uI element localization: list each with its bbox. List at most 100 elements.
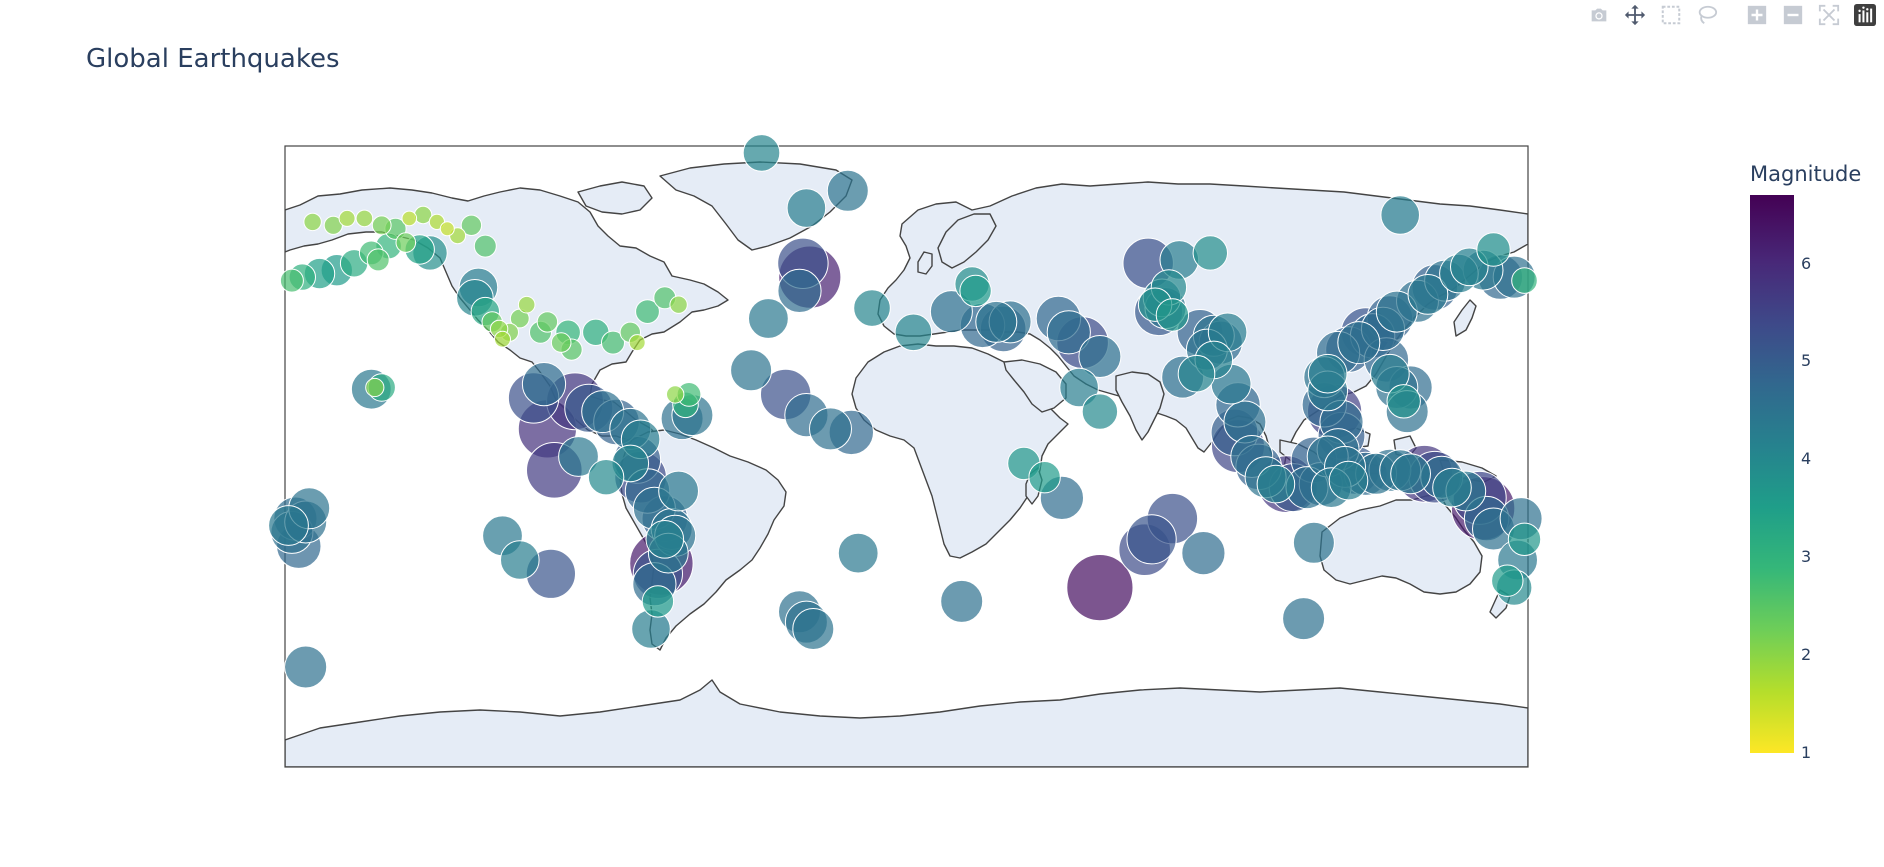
earthquake-point[interactable]	[587, 459, 625, 496]
earthquake-point[interactable]	[894, 313, 933, 352]
autoscale-icon[interactable]	[1816, 2, 1842, 28]
australia-land	[1319, 493, 1483, 595]
colorbar	[1750, 195, 1794, 753]
camera-icon[interactable]	[1586, 2, 1612, 28]
colorbar-tick-label: 6	[1801, 253, 1812, 273]
earthquake-point[interactable]	[439, 221, 455, 237]
india-land	[1115, 371, 1165, 441]
chart-title: Global Earthquakes	[86, 44, 340, 74]
antarctica-land	[285, 679, 1528, 767]
earthquake-point[interactable]	[550, 332, 572, 353]
earthquake-point[interactable]	[1407, 274, 1449, 315]
earthquake-point[interactable]	[628, 334, 646, 352]
earthquake-point[interactable]	[1507, 522, 1542, 556]
earthquake-point[interactable]	[940, 579, 984, 623]
earthquake-point[interactable]	[558, 436, 599, 477]
pan-icon[interactable]	[1622, 2, 1648, 28]
earthquake-point[interactable]	[959, 274, 992, 308]
earthquake-point[interactable]	[460, 214, 483, 237]
earthquake-point[interactable]	[1066, 554, 1134, 622]
earthquake-point[interactable]	[1432, 467, 1472, 508]
earthquake-point[interactable]	[809, 407, 852, 451]
earthquake-point[interactable]	[658, 470, 699, 512]
plotly-logo-icon[interactable]	[1852, 2, 1878, 28]
earthquake-point[interactable]	[401, 210, 418, 227]
earthquake-point[interactable]	[1307, 353, 1348, 394]
earthquake-point[interactable]	[748, 298, 789, 339]
earthquake-point[interactable]	[1476, 232, 1511, 267]
earthquake-point[interactable]	[500, 540, 540, 580]
earthquake-point[interactable]	[635, 299, 660, 325]
earthquake-point[interactable]	[338, 209, 356, 227]
colorbar-tick-label: 5	[1801, 351, 1812, 371]
earthquake-point[interactable]	[395, 232, 417, 253]
earthquake-point[interactable]	[1046, 310, 1091, 355]
earthquake-point[interactable]	[1386, 384, 1421, 419]
earthquake-point[interactable]	[1380, 195, 1420, 235]
earthquake-point[interactable]	[279, 268, 304, 293]
earthquake-point[interactable]	[284, 645, 328, 689]
earthquake-point[interactable]	[366, 248, 390, 272]
zoom-in-icon[interactable]	[1744, 2, 1770, 28]
earthquake-point[interactable]	[853, 289, 891, 327]
africa-land	[851, 343, 1069, 559]
earthquake-point[interactable]	[1511, 267, 1538, 294]
earthquake-point[interactable]	[1337, 321, 1381, 365]
earthquake-point[interactable]	[303, 212, 322, 232]
earthquake-point[interactable]	[355, 209, 374, 228]
earthquake-point[interactable]	[1059, 367, 1099, 408]
earthquake-point[interactable]	[837, 532, 879, 574]
earthquake-point[interactable]	[1181, 531, 1226, 576]
earthquake-point[interactable]	[536, 311, 559, 333]
earthquake-point[interactable]	[1282, 597, 1326, 641]
earthquake-point[interactable]	[1028, 461, 1061, 494]
earthquake-point[interactable]	[517, 295, 536, 314]
earthquake-point[interactable]	[1328, 460, 1369, 501]
earthquake-point[interactable]	[1256, 464, 1296, 504]
earthquake-point[interactable]	[645, 520, 685, 559]
earthquake-point[interactable]	[826, 169, 869, 212]
map-frame	[284, 145, 1529, 768]
earthquake-point[interactable]	[742, 134, 781, 172]
earthquake-point[interactable]	[365, 377, 385, 398]
modebar	[1576, 2, 1878, 28]
colorbar-tick-label: 2	[1801, 645, 1812, 665]
earthquake-point[interactable]	[1126, 514, 1177, 565]
earthquake-point[interactable]	[786, 188, 827, 228]
colorbar-tick-label: 1	[1801, 743, 1812, 762]
lasso-icon[interactable]	[1694, 2, 1720, 28]
earthquake-point[interactable]	[730, 349, 773, 392]
box-select-icon[interactable]	[1658, 2, 1684, 28]
earthquake-point[interactable]	[268, 505, 309, 546]
colorbar-tick-label: 4	[1801, 449, 1812, 469]
uk-land	[917, 251, 933, 275]
earthquake-point[interactable]	[1292, 521, 1335, 564]
earthquake-point[interactable]	[792, 608, 835, 650]
earthquake-point[interactable]	[1192, 235, 1229, 271]
earthquake-points[interactable]	[268, 134, 1543, 689]
earthquake-point[interactable]	[975, 300, 1018, 343]
colorbar-tick-label: 3	[1801, 547, 1812, 567]
earthquake-point[interactable]	[1078, 335, 1122, 378]
earthquake-point[interactable]	[1081, 393, 1119, 430]
earthquake-point[interactable]	[473, 234, 497, 258]
earthquake-point[interactable]	[494, 330, 511, 348]
earthquake-point[interactable]	[601, 330, 625, 355]
zoom-out-icon[interactable]	[1780, 2, 1806, 28]
earthquake-point[interactable]	[669, 295, 688, 314]
earthquake-point[interactable]	[641, 585, 675, 618]
earthquake-point[interactable]	[666, 385, 685, 404]
earthquake-point[interactable]	[1177, 354, 1216, 393]
earthquake-point[interactable]	[371, 215, 392, 236]
earthquake-point[interactable]	[777, 268, 822, 313]
scandinavia-land	[937, 213, 997, 269]
earthquake-point[interactable]	[1155, 298, 1190, 332]
arabia-land	[1003, 359, 1067, 413]
earthquake-point[interactable]	[929, 290, 973, 334]
arctic-islands-land	[577, 181, 653, 215]
earthquake-point[interactable]	[1390, 453, 1431, 495]
earthquake-point[interactable]	[521, 362, 567, 407]
earthquake-point[interactable]	[1491, 564, 1524, 597]
japan-land	[1453, 299, 1477, 337]
